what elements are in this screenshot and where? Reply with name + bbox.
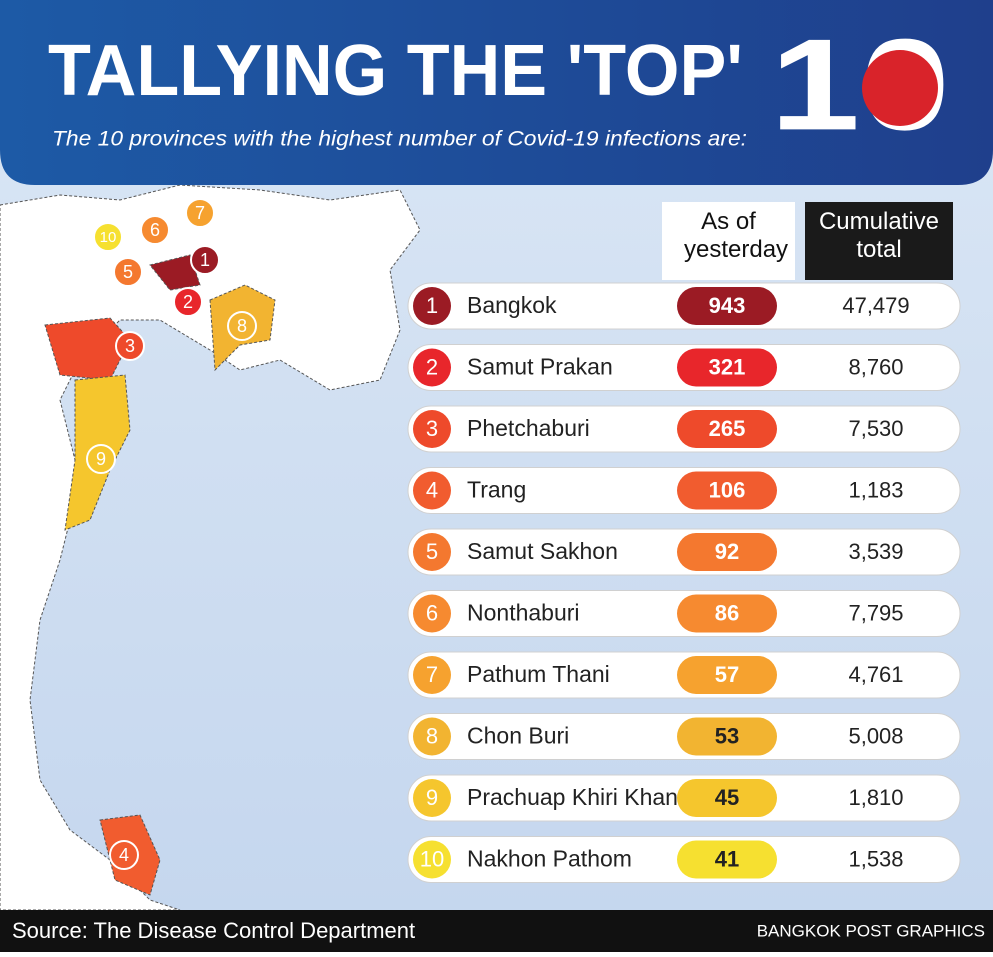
cumulative-count: 5,008 (848, 723, 903, 748)
yesterday-count: 57 (715, 662, 739, 687)
rank: 10 (420, 846, 444, 871)
map-marker-label: 1 (200, 250, 210, 270)
map-marker-label: 4 (119, 845, 129, 865)
province-name: Prachuap Khiri Khan (467, 784, 678, 810)
cumulative-count: 8,760 (848, 354, 903, 379)
subtitle: The 10 provinces with the highest number… (52, 128, 747, 151)
province-name: Bangkok (467, 292, 557, 318)
yesterday-count: 106 (709, 477, 746, 502)
map-marker (109, 840, 139, 870)
rank: 2 (426, 354, 438, 379)
province-name: Pathum Thani (467, 661, 610, 687)
rank-badge (413, 348, 451, 387)
column-header: Cumulative total (818, 208, 940, 263)
province-name: Samut Sakhon (467, 538, 618, 564)
rank-badge (413, 717, 451, 756)
map-marker (93, 222, 123, 252)
yesterday-count: 41 (715, 846, 739, 871)
rank: 7 (426, 662, 438, 687)
yesterday-count: 943 (709, 293, 746, 318)
map-marker (86, 444, 116, 474)
virus-icon (862, 50, 938, 126)
province-name: Phetchaburi (467, 415, 590, 441)
cumulative-count: 47,479 (842, 293, 909, 318)
cumulative-count: 1,538 (848, 846, 903, 871)
cumulative-count: 7,795 (848, 600, 903, 625)
column-header-box (805, 202, 953, 280)
map-marker (227, 311, 257, 341)
rank: 1 (426, 293, 438, 318)
cumulative-count: 1,810 (848, 785, 903, 810)
yesterday-pill (677, 840, 777, 879)
yesterday-pill (677, 348, 777, 387)
map-marker (140, 215, 170, 245)
rank-badge (413, 594, 451, 633)
rank: 4 (426, 477, 438, 502)
cumulative-count: 3,539 (848, 539, 903, 564)
map-marker-label: 9 (96, 449, 106, 469)
yesterday-count: 86 (715, 600, 739, 625)
map-marker-label: 7 (195, 203, 205, 223)
rank-badge (413, 656, 451, 694)
map-marker (173, 287, 203, 317)
map-marker-label: 3 (125, 336, 135, 356)
yesterday-count: 321 (709, 354, 746, 379)
map-marker (113, 257, 143, 287)
cumulative-count: 4,761 (848, 662, 903, 687)
cumulative-count: 1,183 (848, 477, 903, 502)
map-marker-label: 5 (123, 262, 133, 282)
province-name: Nakhon Pathom (467, 846, 632, 872)
yesterday-pill (677, 656, 777, 694)
rank-badge (413, 410, 451, 448)
yesterday-count: 45 (715, 785, 739, 810)
footer-band (0, 910, 993, 952)
column-header-text: Cumulative total (818, 208, 940, 263)
yesterday-pill (677, 410, 777, 448)
province-name: Chon Buri (467, 723, 569, 749)
rank: 8 (426, 723, 438, 748)
header-band (0, 0, 993, 185)
yesterday-count: 265 (709, 416, 746, 441)
map-marker-label: 2 (183, 292, 193, 312)
title: TALLYING THE 'TOP' (48, 31, 743, 111)
province-name: Samut Prakan (467, 354, 613, 380)
map-marker-label: 6 (150, 220, 160, 240)
rank: 6 (426, 600, 438, 625)
map-marker-label: 10 (100, 229, 117, 246)
province-name: Nonthaburi (467, 600, 580, 626)
yesterday-count: 92 (715, 539, 739, 564)
yesterday-pill (677, 594, 777, 633)
yesterday-pill (677, 779, 777, 817)
rank-badge (413, 287, 451, 325)
rank-badge (413, 533, 451, 571)
map-marker (115, 331, 145, 361)
column-header-box (662, 202, 795, 280)
rank: 3 (426, 416, 438, 441)
rank-badge (413, 840, 451, 879)
map-marker (185, 198, 215, 228)
rank-badge (413, 779, 451, 817)
yesterday-count: 53 (715, 723, 739, 748)
source: Source: The Disease Control Department (12, 918, 415, 943)
yesterday-pill (677, 287, 777, 325)
column-header-text: As of yesterday (684, 208, 789, 263)
rank: 5 (426, 539, 438, 564)
map-marker (190, 245, 220, 275)
credit: BANGKOK POST GRAPHICS (757, 921, 985, 940)
cumulative-count: 7,530 (848, 416, 903, 441)
rank-badge (413, 471, 451, 510)
yesterday-pill (677, 533, 777, 571)
yesterday-pill (677, 717, 777, 756)
rank: 9 (426, 785, 438, 810)
province-name: Trang (467, 477, 526, 503)
map-marker-label: 8 (237, 316, 247, 336)
yesterday-pill (677, 471, 777, 510)
column-header: As of yesterday (684, 208, 789, 263)
